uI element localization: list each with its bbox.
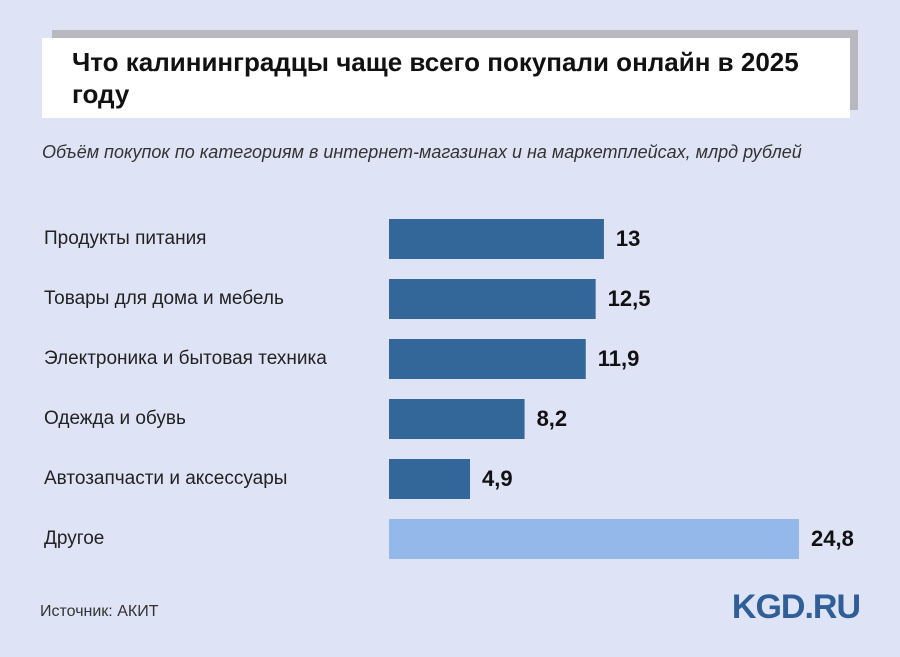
bar [389,399,525,439]
value-label: 8,2 [537,406,568,431]
chart-subtitle: Объём покупок по категориям в интернет-м… [42,142,802,162]
category-label: Автозапчасти и аксессуары [44,468,287,489]
category-label: Товары для дома и мебель [44,288,284,309]
value-label: 12,5 [608,286,651,311]
bar [389,279,596,319]
source: Источник: АКИТ [40,603,159,620]
category-label: Электроника и бытовая техника [44,348,327,369]
bar [389,459,471,499]
category-label: Продукты питания [44,228,206,249]
value-label: 11,9 [598,346,640,371]
title-box [42,38,850,118]
bar [389,339,586,379]
category-label: Одежда и обувь [44,408,186,429]
value-label: 24,8 [811,526,854,551]
logo: KGD.RU [731,588,861,626]
chart-title: Что калининградцы чаще всего покупали он… [72,47,799,109]
value-label: 13 [616,226,640,251]
value-label: 4,9 [482,466,513,491]
bar [389,519,799,559]
category-label: Другое [44,528,104,549]
bar [389,219,604,259]
